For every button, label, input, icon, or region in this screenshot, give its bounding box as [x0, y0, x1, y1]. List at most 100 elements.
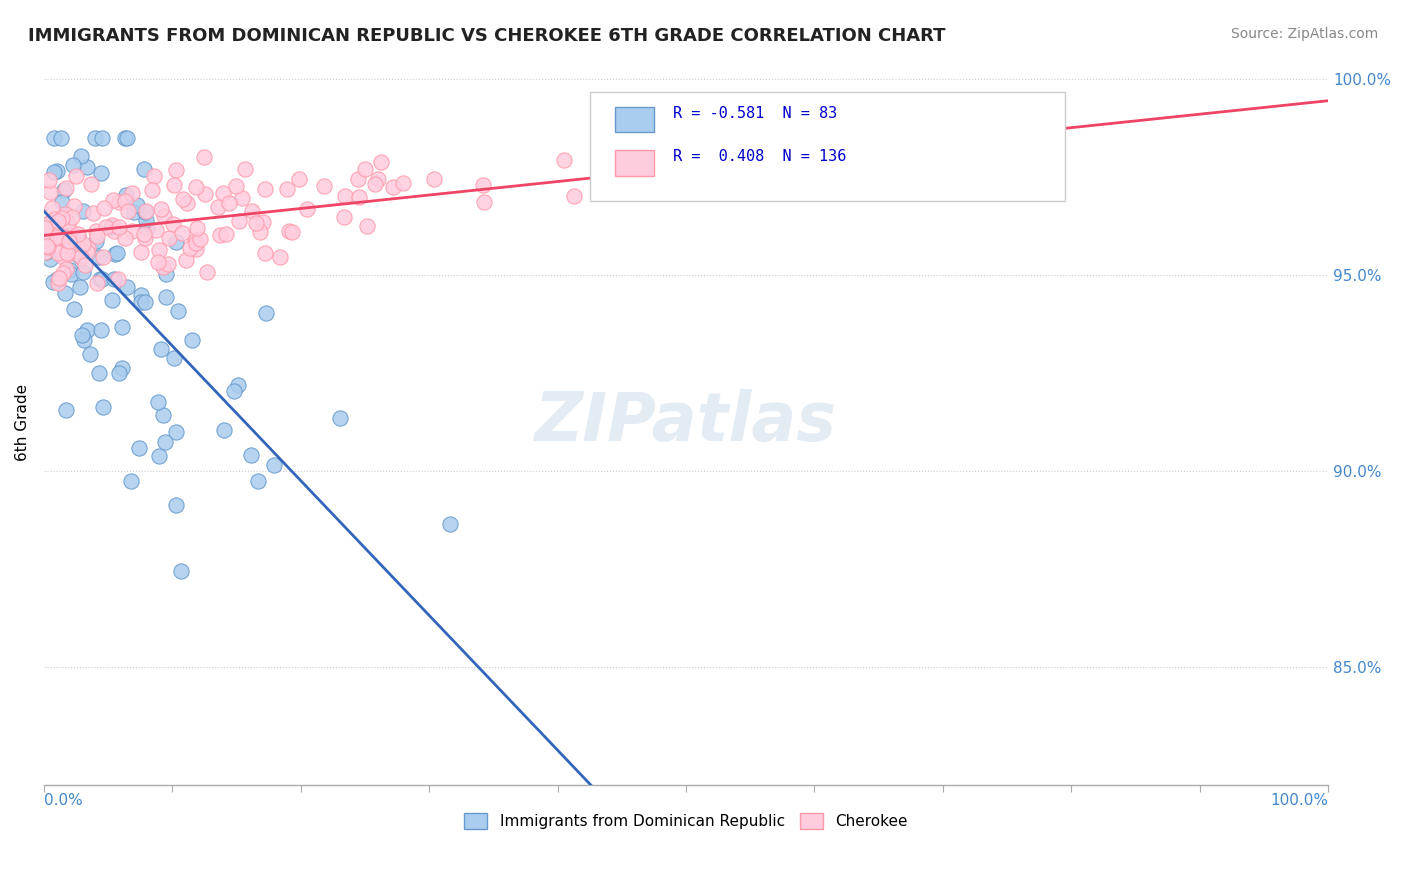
Point [84, 131, 107, 145]
Point [101, 193, 124, 207]
Point [67, 249, 90, 263]
Point [146, 395, 169, 409]
Point [107, 272, 129, 286]
Point [117, 280, 139, 294]
Point [152, 260, 174, 274]
Text: 0.0%: 0.0% [44, 793, 83, 808]
Point [62, 301, 84, 316]
Point [51, 195, 73, 210]
Point [93, 201, 115, 215]
Point [246, 475, 269, 489]
Point [155, 267, 177, 281]
Point [392, 176, 415, 190]
Point [245, 216, 267, 230]
Point [186, 180, 208, 194]
Point [100, 218, 122, 232]
Point [134, 162, 156, 177]
Point [121, 224, 143, 238]
Point [73, 333, 96, 347]
Point [63, 244, 86, 258]
Point [60, 210, 83, 224]
Point [131, 244, 153, 259]
Point [367, 172, 389, 186]
Text: R = -0.581  N = 83: R = -0.581 N = 83 [673, 105, 838, 120]
Point [167, 304, 190, 318]
Point [333, 189, 356, 203]
Point [208, 227, 231, 242]
Point [72, 265, 94, 279]
Point [84, 234, 107, 248]
Point [55, 403, 77, 417]
Point [195, 265, 218, 279]
Point [153, 209, 176, 223]
Point [89, 250, 111, 264]
Point [157, 231, 180, 245]
Point [41, 202, 63, 216]
Point [142, 169, 165, 183]
Point [353, 162, 375, 177]
Point [65, 169, 87, 183]
Point [55, 181, 77, 195]
Point [297, 202, 319, 217]
Point [60, 246, 83, 260]
Point [72, 237, 94, 252]
Point [955, 163, 977, 178]
Point [46, 276, 69, 290]
Point [135, 203, 157, 218]
Point [135, 213, 157, 227]
Text: ZIPatlas: ZIPatlas [536, 389, 837, 455]
Point [70, 149, 93, 163]
Point [87, 366, 110, 380]
Point [194, 187, 217, 202]
Point [42, 275, 65, 289]
Point [46, 214, 69, 228]
Point [108, 194, 131, 209]
Point [382, 180, 405, 194]
Point [370, 155, 392, 169]
Point [276, 182, 298, 196]
Point [170, 226, 193, 240]
Point [249, 226, 271, 240]
Point [215, 227, 238, 241]
Point [108, 367, 131, 381]
Point [231, 191, 253, 205]
Point [103, 224, 125, 238]
Text: Source: ZipAtlas.com: Source: ZipAtlas.com [1230, 27, 1378, 41]
Point [176, 196, 198, 211]
Point [115, 131, 138, 145]
Point [170, 564, 193, 578]
Point [76, 161, 98, 175]
Point [332, 210, 354, 224]
Point [153, 434, 176, 449]
Point [45, 272, 67, 286]
Point [70, 250, 93, 264]
Point [76, 323, 98, 337]
Point [179, 242, 201, 256]
Point [84, 223, 107, 237]
Point [58, 229, 80, 244]
Point [254, 182, 277, 196]
FancyBboxPatch shape [616, 107, 654, 132]
Point [184, 242, 207, 256]
Point [254, 306, 277, 320]
FancyBboxPatch shape [589, 92, 1064, 201]
Point [212, 423, 235, 437]
Point [253, 246, 276, 260]
Point [165, 235, 187, 250]
Point [553, 153, 575, 168]
Point [145, 223, 167, 237]
Point [472, 195, 495, 210]
Point [89, 272, 111, 286]
Point [103, 272, 125, 286]
Point [55, 262, 77, 277]
Point [35, 238, 58, 252]
Y-axis label: 6th Grade: 6th Grade [15, 384, 30, 461]
Point [115, 188, 138, 202]
Point [423, 172, 446, 186]
Point [155, 290, 177, 304]
Point [128, 442, 150, 456]
Point [184, 235, 207, 250]
Point [104, 247, 127, 261]
Point [188, 232, 211, 246]
Point [218, 195, 240, 210]
